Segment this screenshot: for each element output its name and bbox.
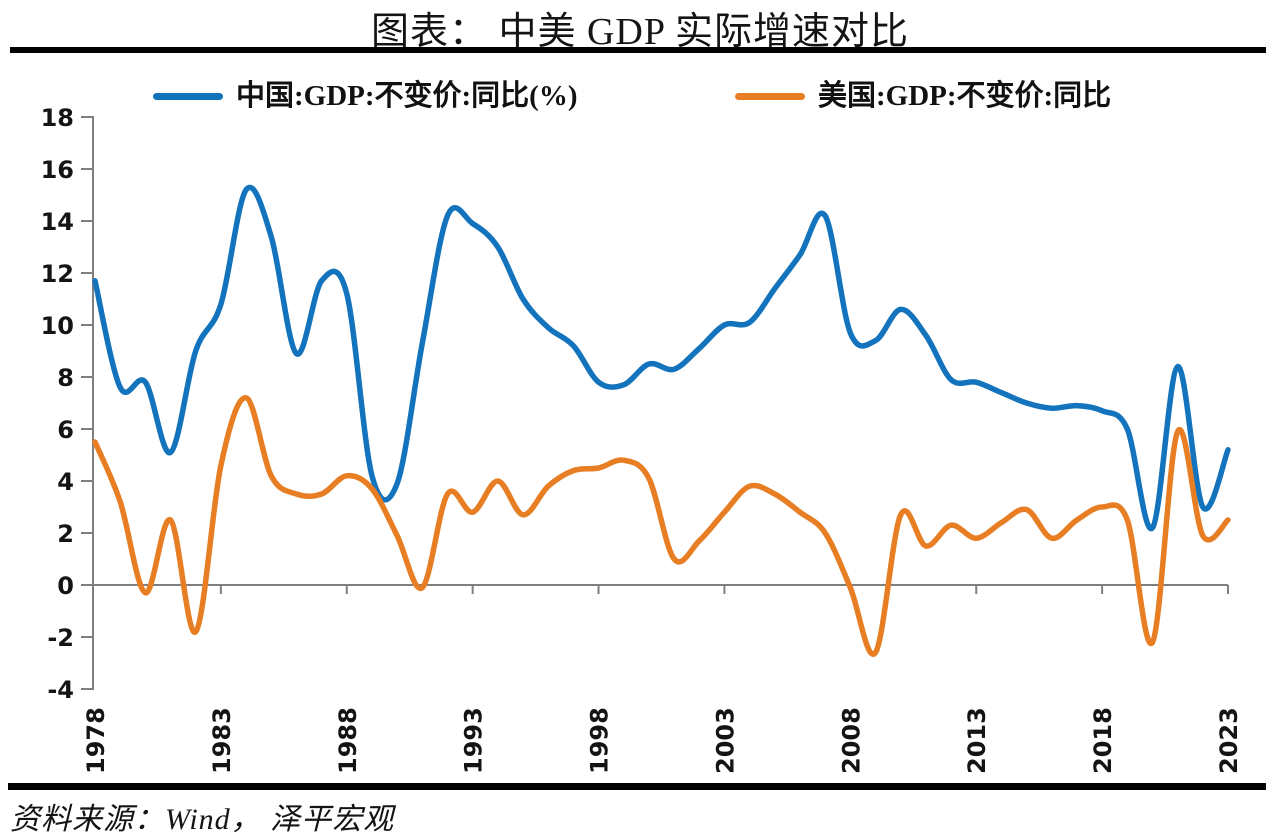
x-tick-label: 2013 — [963, 707, 991, 774]
y-tick-label: 14 — [41, 208, 74, 236]
chart-legend: 中国:GDP:不变价:同比(%) 美国:GDP:不变价:同比 — [0, 76, 1280, 116]
y-tick-label: 2 — [57, 520, 74, 548]
x-tick-label: 1993 — [460, 707, 488, 774]
x-tick-label: 2008 — [837, 707, 865, 774]
y-tick-label: 18 — [41, 104, 74, 132]
legend-label-china: 中国:GDP:不变价:同比(%) — [236, 80, 578, 112]
y-tick-label: -2 — [47, 624, 74, 652]
x-tick-label: 1988 — [334, 707, 362, 774]
x-tick-label: 2018 — [1089, 707, 1117, 774]
x-tick-label: 2003 — [711, 707, 739, 774]
top-divider-rule — [10, 47, 1266, 53]
y-tick-label: 6 — [57, 416, 74, 444]
china-line-swatch — [153, 92, 223, 100]
y-axis: -4 -2 0 2 4 6 8 10 12 14 16 18 — [41, 104, 94, 704]
y-tick-label: -4 — [47, 676, 74, 704]
chart-title: 图表： 中美 GDP 实际增速对比 — [370, 11, 910, 53]
y-tick-label: 8 — [57, 364, 74, 392]
legend-item-us-gdp: 美国:GDP:不变价:同比 — [735, 76, 1111, 116]
y-tick-label: 0 — [57, 572, 74, 600]
x-tick-label: 1983 — [208, 707, 236, 774]
x-tick-label: 1998 — [586, 707, 614, 774]
x-tick-label: 1978 — [82, 707, 110, 774]
china-gdp-line — [92, 184, 1231, 532]
x-axis: 1978 1983 1988 1993 1998 2003 2008 2013 2018 2023 — [82, 584, 1243, 774]
us-gdp-line — [92, 395, 1231, 658]
x-tick-label: 2023 — [1215, 707, 1243, 774]
data-series — [92, 184, 1231, 658]
y-tick-label: 16 — [41, 156, 74, 184]
us-line-swatch — [735, 92, 805, 100]
legend-label-us: 美国:GDP:不变价:同比 — [818, 80, 1112, 112]
source-attribution: 资料来源：Wind， 泽平宏观 — [10, 803, 395, 836]
y-tick-label: 12 — [41, 260, 74, 288]
legend-item-china-gdp: 中国:GDP:不变价:同比(%) — [153, 76, 578, 116]
y-tick-label: 4 — [57, 468, 74, 496]
bottom-divider-rule — [8, 783, 1266, 790]
y-tick-label: 10 — [41, 312, 74, 340]
